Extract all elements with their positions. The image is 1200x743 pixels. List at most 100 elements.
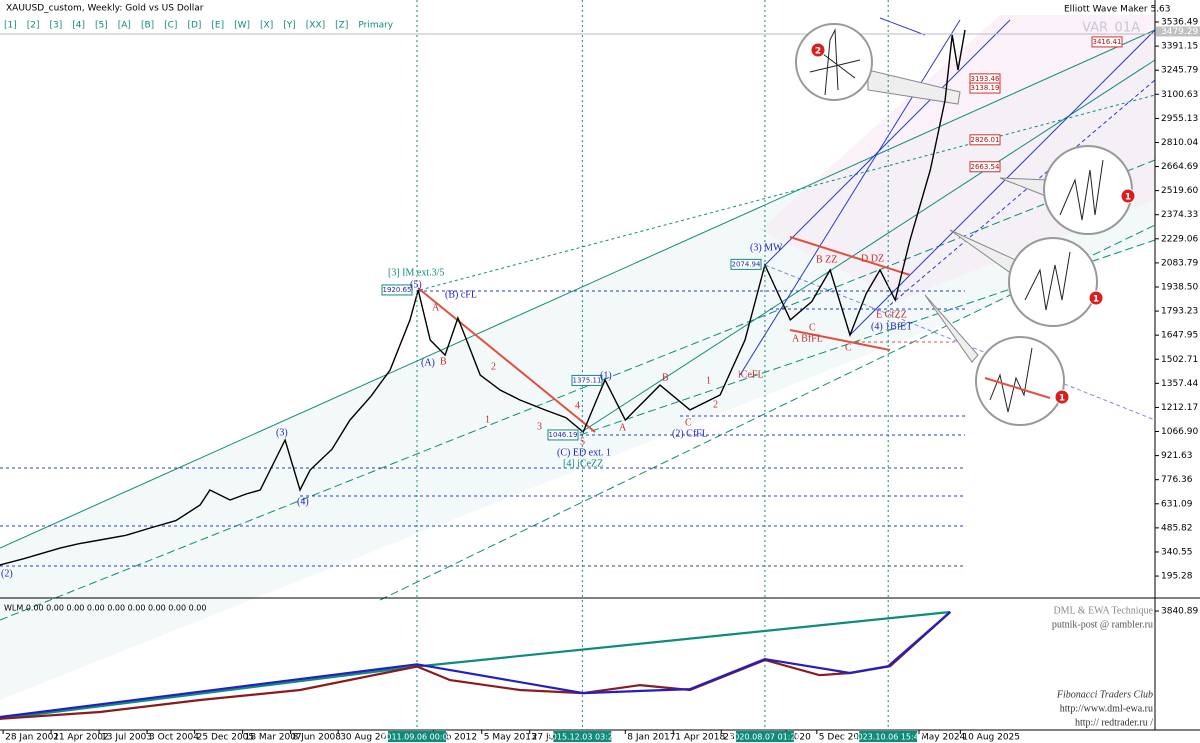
- y-tick-label: 2229.06: [1161, 234, 1198, 244]
- indicator-title: WLM 0.00 0.00 0.00 0.00 0.00 0.00 0.00 0…: [4, 604, 206, 613]
- y-tick-label: 3245.79: [1161, 66, 1198, 76]
- price-label-box: [969, 161, 1001, 173]
- price-label-box: [969, 134, 1001, 146]
- callout-badge: [1120, 188, 1136, 204]
- x-tick-label: 21 Apr 2002: [53, 733, 109, 743]
- x-tick-label: May 2024: [921, 733, 966, 743]
- toolbar-button[interactable]: [XX]: [306, 21, 325, 31]
- wave-label: C: [685, 417, 692, 428]
- wave-label: A BfFL: [792, 333, 823, 344]
- wave-label: (1): [600, 370, 612, 381]
- x-tick-label: 8 Jan 2017: [627, 733, 675, 743]
- y-tick-label: 3840.89: [1161, 607, 1198, 617]
- wave-label: (4) 1BfET: [871, 321, 912, 332]
- price-line: [0, 29, 966, 566]
- indicator-name: Elliott Wave Maker 5.63: [1064, 5, 1170, 15]
- callout-badge: [1054, 389, 1070, 405]
- callout-badge: [1088, 290, 1104, 306]
- wave-label: 3: [537, 421, 542, 432]
- toolbar-button[interactable]: Primary: [358, 21, 393, 31]
- x-tick-label: 10 Aug 2025: [962, 733, 1020, 743]
- wave-label: A: [619, 422, 627, 433]
- toolbar-button[interactable]: [D]: [187, 21, 201, 31]
- y-tick-label: 195.28: [1161, 572, 1193, 582]
- credit-text: putnik-post @ rambler.ru: [1052, 619, 1153, 630]
- toolbar-button[interactable]: [4]: [72, 21, 85, 31]
- credit-text: Fibonacci Traders Club: [1056, 689, 1153, 700]
- wave-label: (4): [297, 496, 309, 507]
- callout-badge: [810, 42, 826, 58]
- x-tick-label: 23 Ju: [723, 733, 746, 743]
- y-tick-label: 921.63: [1161, 451, 1193, 461]
- wave-label: B: [440, 356, 447, 367]
- y-tick-label: 1793.23: [1161, 307, 1198, 317]
- price-label: 2826.01: [971, 136, 1000, 144]
- price-label-box: [547, 429, 579, 441]
- price-label: 3193.46: [971, 75, 1000, 83]
- toolbar-button[interactable]: [Z]: [335, 21, 348, 31]
- x-tick-label: Feb 2012: [435, 733, 477, 743]
- marker-label: 2011.09.06 00:00: [381, 733, 452, 742]
- toolbar-button[interactable]: [E]: [211, 21, 224, 31]
- price-label-box: [969, 82, 1001, 94]
- y-tick-label: 2810.04: [1161, 138, 1198, 148]
- wave-label: (C) ED ext. 1: [557, 447, 611, 458]
- current-price: 3479.29: [1161, 27, 1198, 37]
- wave-label: 1: [706, 375, 711, 386]
- toolbar-button[interactable]: [W]: [234, 21, 250, 31]
- toolbar-button[interactable]: [1]: [4, 21, 17, 31]
- toolbar-button[interactable]: [X]: [260, 21, 273, 31]
- y-tick-label: 2083.79: [1161, 258, 1198, 268]
- y-tick-label: 3391.15: [1161, 42, 1198, 52]
- toolbar-button[interactable]: [3]: [50, 21, 63, 31]
- y-tick-label: 2519.60: [1161, 186, 1198, 196]
- toolbar-button[interactable]: [5]: [95, 21, 108, 31]
- toolbar-button[interactable]: [B]: [141, 21, 154, 31]
- wave-label: (5): [410, 279, 422, 290]
- marker-label-box: [553, 731, 612, 742]
- y-tick-label: 2374.33: [1161, 210, 1198, 220]
- price-label: 2074.94: [732, 260, 761, 268]
- x-tick-label: 25 Dec 2005: [197, 733, 255, 743]
- x-tick-label: 1 Apr 2018: [675, 733, 725, 743]
- channel-lines: [0, 15, 1156, 700]
- marker-label-box: [859, 731, 918, 742]
- x-tick-label: 28 Jan 2001: [5, 733, 59, 743]
- callout-number: 1: [1093, 295, 1099, 305]
- x-tick-label: 3 Oct 2004: [149, 733, 199, 743]
- y-tick-label: 776.36: [1161, 475, 1193, 485]
- x-tick-label: 13 Jul 2003: [101, 733, 152, 743]
- x-tick-label: 5 Dec 2021: [819, 733, 871, 743]
- wave-label: [3] IM ext.3/5: [388, 267, 444, 278]
- wave-label: [4] iCeZZ: [563, 458, 603, 469]
- wave-label: 1: [485, 414, 490, 425]
- wave-label: (3): [276, 427, 288, 438]
- wave-label: (2): [1, 568, 13, 579]
- callout-number: 2: [815, 47, 821, 57]
- wave-label: 2: [713, 399, 718, 410]
- wave-label: E CfZZ: [876, 309, 907, 320]
- marker-label-box: [735, 731, 794, 742]
- wave-label: (B) cFL: [445, 289, 477, 300]
- marker-label: 2023.10.06 15:47: [852, 733, 923, 742]
- chart-title: XAUUSD_custom, Weekly: Gold vs US Dollar: [6, 4, 204, 14]
- y-tick-label: 1938.50: [1161, 282, 1198, 292]
- wave-label: 4: [575, 400, 580, 411]
- credit-text: http://www.dml-ewa.ru: [1060, 703, 1153, 714]
- price-label-box: [730, 258, 762, 270]
- toolbar-button[interactable]: [A]: [118, 21, 131, 31]
- x-tick-label: 8 Jun 2008: [293, 733, 342, 743]
- y-tick-label: 3536.49: [1161, 17, 1198, 27]
- wave-label: 5: [580, 436, 585, 447]
- callout-number: 1: [1125, 193, 1131, 203]
- toolbar-button[interactable]: [Y]: [283, 21, 296, 31]
- price-label: 1920.65: [383, 286, 412, 294]
- toolbar-button[interactable]: [C]: [164, 21, 177, 31]
- marker-label-box: [387, 731, 446, 742]
- y-tick-label: 2955.13: [1161, 114, 1198, 124]
- toolbar-button[interactable]: [2]: [27, 21, 40, 31]
- x-tick-label: 5 May 2013: [484, 733, 537, 743]
- wave-label: C: [845, 342, 852, 353]
- x-tick-label: 18 Mar 2007: [245, 733, 302, 743]
